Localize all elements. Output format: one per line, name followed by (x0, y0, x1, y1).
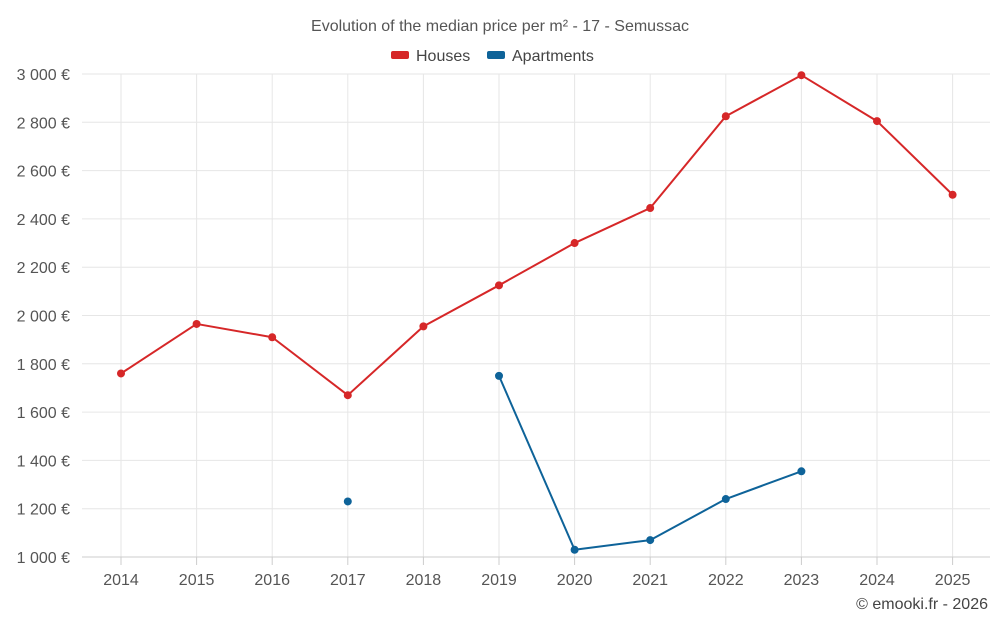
y-tick-label: 2 800 € (17, 115, 70, 132)
data-point-apartments[interactable] (495, 371, 503, 380)
legend-swatch-houses (391, 51, 409, 59)
data-point-houses[interactable] (268, 333, 277, 342)
series-apartments (343, 371, 806, 554)
x-tick-label: 2020 (557, 572, 593, 589)
data-point-apartments[interactable] (570, 545, 579, 554)
y-tick-label: 2 400 € (17, 212, 70, 229)
data-point-apartments[interactable] (343, 497, 352, 506)
series-houses (117, 71, 957, 400)
x-tick-label: 2023 (784, 572, 820, 589)
x-tick-label: 2025 (935, 572, 971, 589)
data-point-houses[interactable] (721, 112, 730, 121)
y-tick-label: 1 600 € (17, 405, 70, 422)
data-point-houses[interactable] (570, 239, 579, 248)
y-tick-label: 2 600 € (17, 164, 70, 181)
data-point-houses[interactable] (646, 204, 655, 213)
axes: 1 000 € 1 200 € 1 400 € 1 600 € 1 800 € 2 000… (17, 67, 990, 589)
chart-title: Evolution of the median price per m² - 1… (311, 18, 689, 35)
y-tick-label: 2 200 € (17, 260, 70, 277)
data-point-houses[interactable] (797, 71, 806, 80)
legend-swatch-apartments (487, 51, 505, 59)
y-tick-label: 2 000 € (17, 309, 70, 326)
x-tick-label: 2017 (330, 572, 366, 589)
series-line-houses (120, 74, 954, 397)
data-point-houses[interactable] (192, 319, 201, 328)
legend-label-apartments[interactable]: Apartments (512, 48, 594, 65)
data-point-houses[interactable] (495, 281, 503, 290)
data-point-houses[interactable] (343, 391, 352, 400)
y-tick-label: 3 000 € (17, 67, 70, 84)
data-point-apartments[interactable] (797, 467, 806, 476)
x-tick-label: 2019 (481, 572, 517, 589)
legend: Houses Apartments (391, 48, 594, 65)
data-point-houses[interactable] (873, 117, 881, 126)
x-tick-label: 2015 (179, 572, 215, 589)
data-point-houses[interactable] (117, 369, 125, 378)
series (117, 71, 957, 554)
credit-text: © emooki.fr - 2026 (856, 596, 988, 613)
grid (82, 73, 990, 557)
y-tick-label: 1 000 € (17, 550, 70, 567)
legend-label-houses[interactable]: Houses (416, 48, 470, 65)
data-point-apartments[interactable] (721, 495, 730, 504)
data-point-houses[interactable] (948, 190, 957, 199)
x-tick-label: 2022 (708, 572, 744, 589)
x-tick-label: 2014 (103, 572, 139, 589)
x-tick-label: 2024 (859, 572, 895, 589)
data-point-houses[interactable] (419, 322, 428, 331)
y-tick-label: 1 200 € (17, 502, 70, 519)
x-tick-label: 2016 (254, 572, 290, 589)
y-tick-label: 1 400 € (17, 453, 70, 470)
data-point-apartments[interactable] (646, 536, 655, 545)
x-tick-label: 2018 (406, 572, 442, 589)
x-tick-label: 2021 (632, 572, 668, 589)
y-tick-label: 1 800 € (17, 357, 70, 374)
